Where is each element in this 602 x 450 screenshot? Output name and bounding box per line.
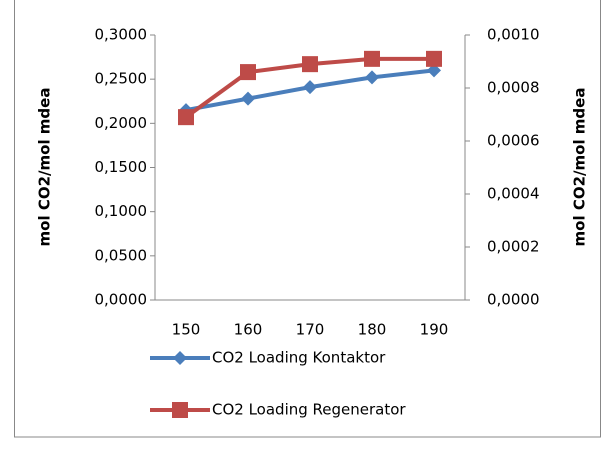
x-tick-label: 180 [358,321,387,339]
legend-marker [172,402,188,418]
y-tick-label: 0,2000 [95,114,148,132]
y-tick-label: 0,0000 [95,291,148,309]
y-tick-label: 0,0500 [95,246,148,264]
x-tick-label: 170 [296,321,325,339]
x-tick-label: 150 [172,321,201,339]
y2-tick-label: 0,0006 [487,132,540,150]
data-point [426,50,442,67]
y-tick-label: 0,3000 [95,26,148,44]
x-tick-label: 160 [234,321,263,339]
y2-tick-label: 0,0000 [487,291,540,309]
data-point [241,91,255,106]
y2-tick-label: 0,0004 [487,185,540,203]
y-axis-title: mol CO2/mol mdea [36,88,54,247]
data-point [178,109,194,126]
x-tick-label: 190 [420,321,449,339]
data-point [240,64,256,81]
data-point [303,80,317,95]
y-tick-label: 0,2500 [95,70,148,88]
y-tick-label: 0,1000 [95,202,148,220]
legend-label: CO2 Loading Kontaktor [212,349,386,367]
data-point [364,50,380,67]
y2-tick-label: 0,0010 [487,26,540,44]
data-point [365,70,379,85]
y-tick-label: 0,1500 [95,158,148,176]
y2-tick-label: 0,0008 [487,79,540,97]
data-point [302,56,318,73]
chart-frame [14,0,601,438]
y2-axis-title: mol CO2/mol mdea [571,88,589,247]
y2-tick-label: 0,0002 [487,238,540,256]
legend-marker [173,351,187,365]
legend-label: CO2 Loading Regenerator [212,401,406,419]
